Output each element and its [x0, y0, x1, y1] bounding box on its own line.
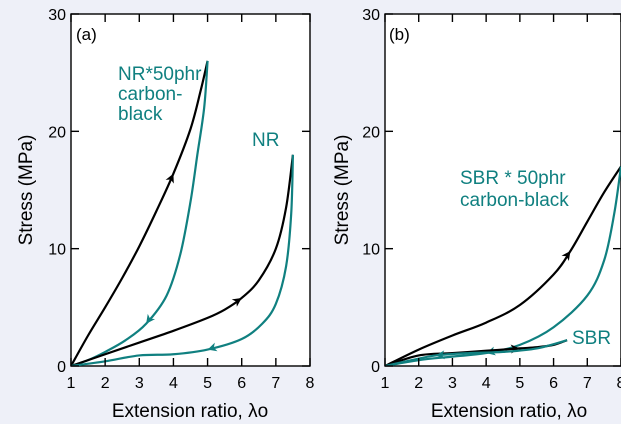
series-layer-b — [385, 165, 621, 366]
annotation-carbon-black: carbon-black — [460, 190, 569, 211]
y-tick-label-a-10: 10 — [48, 242, 66, 259]
y-axis-title-b: Stress (MPa) — [332, 135, 353, 246]
annotation-nr-50phr: NR*50phr — [118, 64, 202, 85]
x-tick-label-b-8: 8 — [617, 375, 621, 392]
y-tick-label-a-30: 30 — [48, 7, 66, 24]
y-axis-title-a: Stress (MPa) — [16, 135, 37, 246]
annotation-black: black — [118, 104, 163, 125]
y-tick-label-a-0: 0 — [57, 359, 66, 376]
plot-area-a — [70, 13, 311, 367]
x-tick-label-b-4: 4 — [482, 375, 491, 392]
x-axis-title-b: Extension ratio, λo — [431, 401, 587, 422]
direction-arrow-a-4 — [207, 342, 218, 352]
panel-label-b: (b) — [389, 25, 410, 44]
curve-b-2 — [385, 166, 621, 366]
x-ticks-b: 1 2 3 4 5 6 7 8 — [381, 14, 621, 392]
y-tick-label-b-10: 10 — [362, 242, 380, 259]
curve-a-1 — [71, 60, 209, 366]
curve-a-3 — [71, 154, 295, 366]
y-tick-label-a-20: 20 — [48, 124, 66, 141]
x-ticks-a: 1 2 3 4 5 6 7 8 — [67, 14, 315, 392]
direction-arrow-a-3 — [231, 297, 242, 307]
curve-a-4 — [71, 154, 295, 366]
direction-arrow-a-2 — [146, 313, 156, 324]
x-tick-label-b-7: 7 — [583, 375, 592, 392]
series-layer-a — [71, 60, 295, 366]
annotation-sbr: SBR — [572, 328, 611, 349]
x-tick-label-a-8: 8 — [306, 375, 315, 392]
x-tick-label-b-6: 6 — [549, 375, 558, 392]
direction-arrow-b-4 — [435, 350, 445, 360]
x-tick-label-a-4: 4 — [169, 375, 178, 392]
x-tick-label-a-5: 5 — [203, 375, 212, 392]
panel-a: 1 2 3 4 5 6 7 8 0 10 20 30 (a) NR*50phr carbon- bl… — [16, 7, 315, 422]
x-tick-label-a-6: 6 — [237, 375, 246, 392]
x-tick-label-b-1: 1 — [381, 375, 390, 392]
curve-a-2 — [71, 60, 209, 366]
panel-b: 1 2 3 4 5 6 7 8 0 10 20 30 (b) SBR * 50phr carbon-… — [332, 7, 621, 422]
x-tick-label-a-2: 2 — [101, 375, 110, 392]
y-tick-label-b-0: 0 — [371, 359, 380, 376]
annotation-nr: NR — [252, 130, 279, 151]
y-ticks-b: 0 10 20 30 — [362, 7, 621, 376]
panel-label-a: (a) — [76, 25, 97, 44]
annotation-sbr-50phr: SBR * 50phr — [460, 168, 566, 189]
x-tick-label-b-3: 3 — [448, 375, 457, 392]
x-tick-label-a-7: 7 — [271, 375, 280, 392]
y-tick-label-b-30: 30 — [362, 7, 380, 24]
x-tick-label-b-2: 2 — [414, 375, 423, 392]
x-axis-title-a: Extension ratio, λo — [112, 401, 268, 422]
x-tick-label-b-5: 5 — [515, 375, 524, 392]
y-ticks-a: 0 10 20 30 — [48, 7, 310, 376]
direction-arrow-a-1 — [165, 173, 174, 184]
curve-b-4 — [385, 339, 568, 366]
direction-arrow-b-1 — [561, 251, 571, 261]
curve-b-1 — [385, 165, 621, 366]
x-tick-label-a-3: 3 — [135, 375, 144, 392]
plot-area-b — [384, 13, 621, 367]
x-tick-label-a-1: 1 — [67, 375, 76, 392]
y-tick-label-b-20: 20 — [362, 124, 380, 141]
annotation-carbon: carbon- — [118, 84, 182, 105]
